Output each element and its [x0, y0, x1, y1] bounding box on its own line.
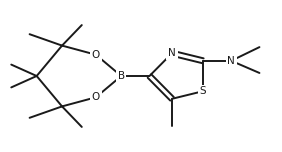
- Text: N: N: [227, 56, 235, 66]
- Text: O: O: [92, 92, 100, 102]
- Text: O: O: [92, 50, 100, 60]
- Text: N: N: [168, 48, 176, 58]
- Text: S: S: [200, 86, 206, 96]
- Text: B: B: [118, 71, 125, 81]
